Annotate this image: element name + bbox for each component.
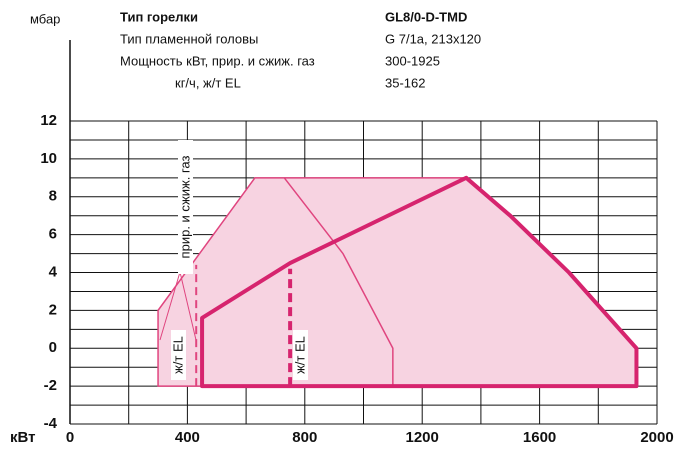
annotation: прир. и сжиж. газ bbox=[177, 156, 192, 259]
info-label: Тип пламенной головы bbox=[120, 31, 258, 46]
info-value: 300-1925 bbox=[385, 53, 440, 68]
annotation: ж/т EL bbox=[170, 336, 185, 374]
x-unit: кВт bbox=[10, 429, 36, 446]
x-tick-label: 0 bbox=[66, 429, 74, 446]
label-bg bbox=[178, 140, 193, 274]
y-tick-label: -4 bbox=[44, 415, 58, 432]
info-value: 35-162 bbox=[385, 75, 425, 90]
info-label: Мощность кВт, прир. и сжиж. газ bbox=[120, 53, 315, 68]
info-label: кг/ч, ж/т EL bbox=[175, 75, 241, 90]
x-tick-label: 800 bbox=[292, 429, 317, 446]
y-tick-label: 4 bbox=[49, 263, 58, 280]
y-unit: мбар bbox=[30, 11, 60, 26]
field bbox=[200, 175, 639, 389]
x-tick-label: 400 bbox=[175, 429, 200, 446]
line bbox=[283, 177, 394, 387]
y-tick-label: 8 bbox=[49, 188, 57, 205]
x-tick-label: 2000 bbox=[640, 429, 673, 446]
plot bbox=[70, 120, 658, 425]
x-tick-label: 1200 bbox=[406, 429, 439, 446]
label-bg bbox=[171, 330, 186, 380]
info-value: GL8/0-D-TMD bbox=[385, 9, 467, 24]
info-label: Тип горелки bbox=[120, 9, 198, 24]
series-label: ж/т EL bbox=[292, 336, 307, 374]
leader-line bbox=[179, 271, 197, 341]
label-bg bbox=[293, 330, 308, 380]
y-tick-label: 0 bbox=[49, 339, 57, 356]
y-tick-label: -2 bbox=[44, 377, 57, 394]
y-tick-label: 12 bbox=[40, 112, 57, 129]
leader-line bbox=[159, 271, 181, 341]
y-tick-label: 2 bbox=[49, 301, 57, 318]
x-tick-label: 1600 bbox=[523, 429, 556, 446]
info-value: G 7/1a, 213x120 bbox=[385, 31, 481, 46]
y-tick-label: 6 bbox=[49, 226, 57, 243]
y-tick-label: 10 bbox=[40, 150, 57, 167]
